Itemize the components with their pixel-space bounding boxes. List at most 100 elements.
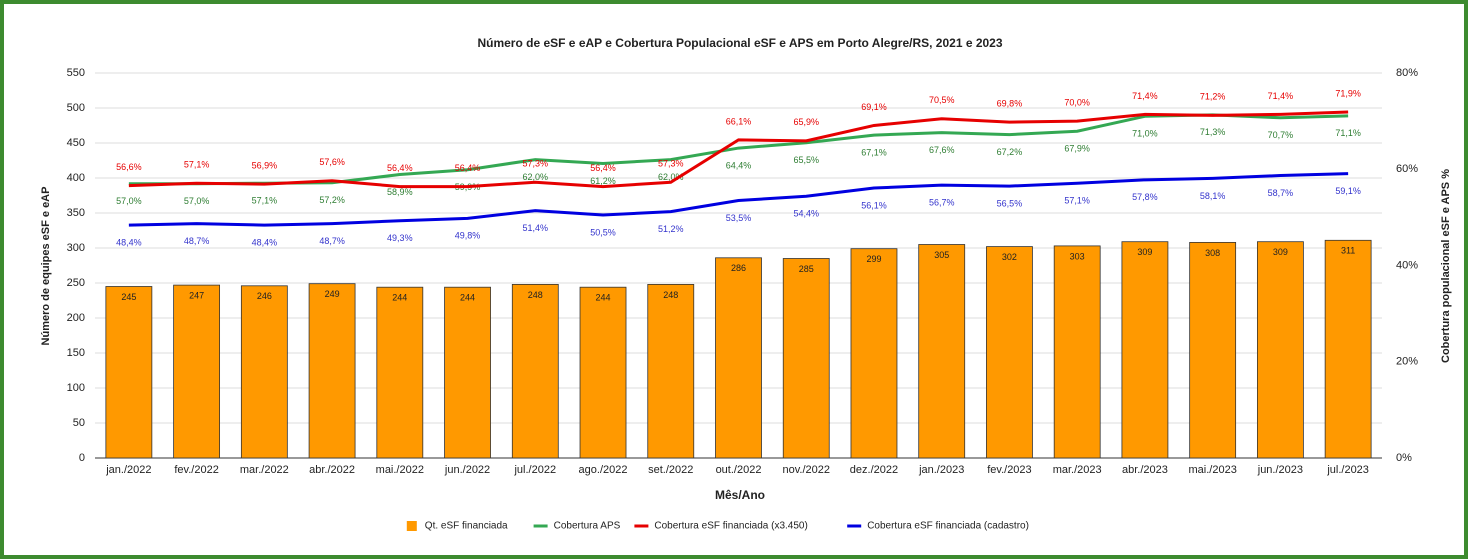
y-tick-label: 350 — [67, 207, 85, 219]
x-tick-label: mar./2022 — [240, 464, 289, 476]
x-tick-label: out./2022 — [716, 464, 762, 476]
bar-value-label: 248 — [528, 290, 543, 300]
legend-label: Cobertura eSF financiada (x3.450) — [654, 521, 807, 532]
line-value-label: 69,1% — [861, 102, 887, 112]
x-tick-label: nov./2022 — [782, 464, 830, 476]
line-value-label: 48,4% — [252, 237, 278, 247]
line-value-label: 57,1% — [184, 160, 210, 170]
x-axis-title: Mês/Ano — [715, 488, 765, 502]
bar-value-label: 311 — [1341, 246, 1355, 256]
bar-value-label: 309 — [1273, 247, 1288, 257]
line-value-label: 62,0% — [523, 172, 549, 182]
bar-value-label: 245 — [121, 292, 136, 302]
x-tick-label: jun./2023 — [1257, 464, 1303, 476]
line-value-label: 51,2% — [658, 224, 684, 234]
x-tick-label: jan./2023 — [918, 464, 964, 476]
x-tick-label: ago./2022 — [579, 464, 628, 476]
x-tick-label: abr./2023 — [1122, 464, 1168, 476]
line-value-label: 53,5% — [726, 213, 752, 223]
line-value-label: 65,9% — [793, 117, 819, 127]
legend-label: Cobertura APS — [554, 521, 621, 532]
bar — [1053, 245, 1101, 459]
chart-title: Número de eSF e eAP e Cobertura Populaci… — [477, 36, 1002, 50]
line-value-label: 62,0% — [658, 172, 684, 182]
bar-value-label: 285 — [799, 264, 814, 274]
line — [128, 113, 1349, 186]
bar-value-label: 299 — [866, 254, 881, 264]
line-value-label: 54,4% — [793, 209, 819, 219]
line-value-label: 56,1% — [861, 200, 887, 210]
line-value-label: 69,8% — [997, 98, 1023, 108]
bar-value-label: 249 — [325, 289, 340, 299]
line-value-label: 58,1% — [1200, 191, 1226, 201]
y-tick-label: 200 — [67, 312, 85, 324]
bar — [579, 286, 627, 459]
line-value-label: 56,9% — [252, 161, 278, 171]
bar — [1189, 241, 1237, 459]
y2-tick-label: 0% — [1396, 452, 1412, 464]
bar — [715, 257, 762, 459]
line-value-label: 71,9% — [1335, 88, 1361, 98]
legend-label: Qt. eSF financiada — [425, 521, 508, 532]
y-tick-label: 550 — [67, 67, 85, 79]
line-value-label: 64,4% — [726, 160, 752, 170]
x-tick-label: mai./2023 — [1189, 464, 1237, 476]
line-value-label: 59,1% — [1335, 186, 1361, 196]
y-tick-label: 450 — [67, 137, 85, 149]
line-value-label: 61,2% — [590, 176, 616, 186]
line-value-label: 66,1% — [726, 116, 752, 126]
bar-value-label: 246 — [257, 291, 272, 301]
line-value-label: 56,4% — [455, 163, 481, 173]
line-value-label: 56,7% — [929, 198, 955, 208]
bar — [444, 286, 491, 459]
y-tick-label: 500 — [67, 102, 85, 114]
bar — [308, 283, 356, 459]
x-tick-label: fev./2023 — [987, 464, 1031, 476]
y2-tick-label: 20% — [1396, 356, 1418, 368]
line-value-label: 70,7% — [1268, 130, 1294, 140]
bar — [376, 286, 424, 459]
line-value-label: 57,0% — [184, 196, 210, 206]
bar — [782, 258, 830, 459]
x-tick-label: mai./2022 — [376, 464, 424, 476]
line-value-label: 49,3% — [387, 233, 413, 243]
bar-value-label: 248 — [663, 290, 678, 300]
line-value-label: 67,6% — [929, 145, 955, 155]
bar-value-label: 302 — [1002, 252, 1017, 262]
bar — [647, 283, 695, 459]
line-value-label: 71,3% — [1200, 127, 1226, 137]
line-value-label: 65,5% — [793, 155, 819, 165]
bar — [173, 284, 221, 459]
bar — [918, 244, 966, 459]
line-value-label: 57,1% — [252, 196, 278, 206]
y-tick-label: 300 — [67, 242, 85, 254]
y-tick-label: 50 — [73, 417, 85, 429]
x-tick-label: jan./2022 — [105, 464, 151, 476]
line-value-label: 58,9% — [387, 187, 413, 197]
bar-value-label: 305 — [934, 250, 949, 260]
line-value-label: 49,8% — [455, 231, 481, 241]
y-tick-label: 250 — [67, 277, 85, 289]
bar-value-label: 309 — [1137, 247, 1152, 257]
line-value-label: 48,4% — [116, 237, 142, 247]
line-value-label: 71,4% — [1268, 91, 1294, 101]
y-tick-label: 400 — [67, 172, 85, 184]
bar — [511, 283, 559, 459]
line-value-label: 70,0% — [1064, 98, 1090, 108]
legend-swatch — [406, 521, 417, 531]
line-value-label: 56,4% — [590, 163, 616, 173]
bar — [986, 246, 1033, 459]
bar — [850, 248, 898, 459]
line-value-label: 71,4% — [1132, 91, 1158, 101]
x-tick-label: dez./2022 — [850, 464, 898, 476]
y-tick-label: 150 — [67, 347, 85, 359]
line-value-label: 51,4% — [523, 223, 549, 233]
bar — [105, 286, 153, 459]
bar-value-label: 308 — [1205, 248, 1220, 258]
line-value-label: 48,7% — [319, 236, 345, 246]
bar — [1324, 239, 1372, 459]
line-value-label: 57,3% — [658, 159, 684, 169]
line-value-label: 57,8% — [1132, 192, 1158, 202]
x-tick-label: mar./2023 — [1053, 464, 1102, 476]
